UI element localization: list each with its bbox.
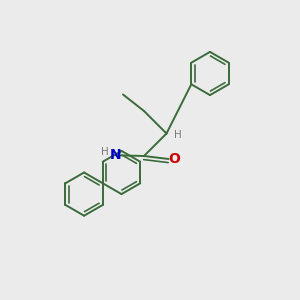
Text: O: O <box>168 152 180 166</box>
Text: N: N <box>110 148 121 162</box>
Text: H: H <box>174 130 182 140</box>
Text: H: H <box>101 147 109 157</box>
